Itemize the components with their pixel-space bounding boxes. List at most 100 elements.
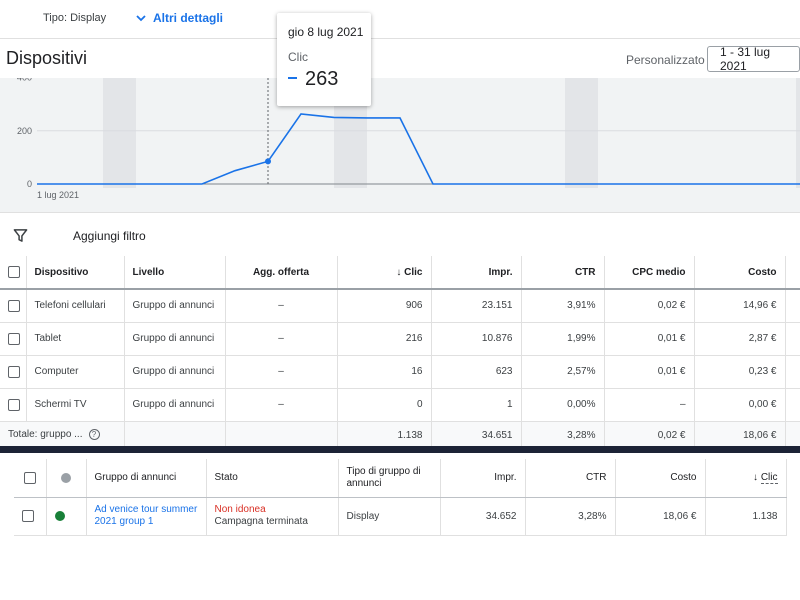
weekend-band: [103, 78, 136, 188]
tooltip-value: 263: [305, 68, 339, 90]
status-not-eligible[interactable]: Non idonea: [214, 504, 266, 515]
chevron-down-icon: [136, 15, 146, 22]
totals-row: Totale: gruppo ...? 1.138 34.651 3,28% 0,02 …: [0, 421, 800, 450]
table-cell: –: [225, 355, 338, 389]
table-cell: –: [225, 322, 338, 356]
adgroup-clic: 1.138: [705, 497, 787, 536]
tooltip-date: gio 8 lug 2021: [288, 25, 364, 39]
date-range-picker[interactable]: 1 - 31 lug 2021: [707, 45, 800, 73]
adgroup-costo: 18,06 €: [615, 497, 706, 536]
col-costo[interactable]: Costo: [615, 459, 706, 498]
table-cell: [124, 421, 226, 450]
add-filter-button[interactable]: Aggiungi filtro: [73, 229, 146, 243]
table-cell: 3,91%: [521, 289, 605, 323]
col-ctr[interactable]: CTR: [525, 459, 616, 498]
sort-down-arrow-icon: ↓: [753, 472, 761, 484]
row-checkbox-cell[interactable]: [0, 388, 27, 422]
more-details-label: Altri dettagli: [153, 11, 224, 25]
status-header-cell: [46, 459, 87, 498]
table-cell: –: [604, 388, 695, 422]
table-row[interactable]: Schermi TV Gruppo di annunci –0 1 0,00% –0,00…: [0, 388, 800, 422]
adgroup-name-link[interactable]: Ad venice tour summer 2021 group 1: [94, 504, 198, 527]
table-cell: 216: [337, 322, 432, 356]
filter-icon[interactable]: [13, 228, 28, 243]
table-cell: 2,87 €: [694, 322, 786, 356]
row-checkbox-cell[interactable]: [0, 322, 27, 356]
table-row[interactable]: Telefoni cellulari Gruppo di annunci –906 2…: [0, 289, 800, 323]
table-cell: [785, 289, 800, 323]
adgroups-table: Gruppo di annunci Stato Tipo di gruppo d…: [14, 459, 787, 536]
table-cell: Tablet: [26, 322, 125, 356]
adgroup-name-cell: Ad venice tour summer 2021 group 1: [86, 497, 207, 536]
top-bar: Tipo: Display Altri dettagli: [0, 0, 800, 38]
checkbox[interactable]: [8, 332, 20, 345]
chart-svg: 400 200 0 1 lug 2021: [17, 78, 800, 200]
table-cell: 0,23 €: [694, 355, 786, 389]
row-checkbox-cell[interactable]: [0, 355, 27, 389]
row-checkbox-cell[interactable]: [0, 289, 27, 323]
table-cell: –: [225, 289, 338, 323]
status-dot-icon: [61, 472, 71, 483]
tooltip-legend-swatch: [288, 77, 297, 79]
col-livello[interactable]: Livello: [124, 256, 226, 290]
more-details-link[interactable]: Altri dettagli: [135, 11, 223, 25]
section-divider: [0, 446, 800, 453]
table-cell: 0,01 €: [604, 322, 695, 356]
col-dispositivo[interactable]: Dispositivo: [26, 256, 125, 290]
clicks-chart[interactable]: 400 200 0 1 lug 2021: [0, 78, 800, 212]
help-icon[interactable]: ?: [88, 429, 100, 441]
enabled-status-dot-icon: [54, 510, 65, 521]
col-ctr[interactable]: CTR: [521, 256, 605, 290]
table-cell: 623: [431, 355, 522, 389]
table-cell: 23.151: [431, 289, 522, 323]
col-impr[interactable]: Impr.: [431, 256, 522, 290]
col-stato[interactable]: Stato: [206, 459, 339, 498]
col-gruppo[interactable]: Gruppo di annunci: [86, 459, 207, 498]
col-cpc[interactable]: CPC medio: [604, 256, 695, 290]
checkbox[interactable]: [8, 365, 20, 378]
table-row[interactable]: Computer Gruppo di annunci –16 623 2,57% 0,01…: [0, 355, 800, 389]
weekend-band: [565, 78, 598, 188]
series-line: [37, 113, 800, 185]
chart-tooltip: gio 8 lug 2021 Clic 263: [277, 13, 371, 106]
col-costo[interactable]: Costo: [694, 256, 786, 290]
table-header-row: Dispositivo Livello Agg. offerta ↓ Clic …: [0, 256, 800, 290]
checkbox[interactable]: [22, 510, 34, 522]
checkbox[interactable]: [8, 266, 20, 278]
row-checkbox-cell[interactable]: [14, 497, 47, 536]
total-ctr: 3,28%: [521, 421, 605, 450]
adgroup-status-cell: Non idonea Campagna terminata: [206, 497, 339, 536]
col-tipo[interactable]: Tipo di gruppo di annunci: [338, 459, 441, 498]
table-cell: [225, 421, 338, 450]
table-cell: 14,96 €: [694, 289, 786, 323]
table-cell: [785, 388, 800, 422]
col-agg-offerta[interactable]: Agg. offerta: [225, 256, 338, 290]
y-tick-label: 200: [17, 126, 32, 136]
table-cell: Telefoni cellulari: [26, 289, 125, 323]
table-cell: 0,00 €: [694, 388, 786, 422]
checkbox[interactable]: [8, 398, 20, 411]
checkbox[interactable]: [8, 299, 20, 312]
select-all-checkbox-cell[interactable]: [14, 459, 47, 498]
table-cell: [785, 421, 800, 450]
table-cell: Gruppo di annunci: [124, 289, 226, 323]
col-clic[interactable]: ↓ Clic: [337, 256, 432, 290]
checkbox[interactable]: [23, 471, 36, 484]
col-impr[interactable]: Impr.: [440, 459, 526, 498]
adgroup-type: Display: [338, 497, 441, 536]
adgroup-impr: 34.652: [440, 497, 526, 536]
x-tick-label: 1 lug 2021: [37, 190, 79, 200]
total-cpc: 0,02 €: [604, 421, 695, 450]
table-cell: Computer: [26, 355, 125, 389]
page-title: Dispositivi: [6, 48, 88, 68]
table-row[interactable]: Ad venice tour summer 2021 group 1 Non i…: [14, 497, 787, 536]
table-cell: 906: [337, 289, 432, 323]
select-all-checkbox-cell[interactable]: [0, 256, 27, 290]
col-clic[interactable]: ↓ Clic: [705, 459, 787, 498]
table-cell: 0,01 €: [604, 355, 695, 389]
table-cell: 0: [337, 388, 432, 422]
sort-down-arrow-icon: ↓: [396, 266, 405, 278]
table-cell: Gruppo di annunci: [124, 388, 226, 422]
table-cell: 1,99%: [521, 322, 605, 356]
table-row[interactable]: Tablet Gruppo di annunci –216 10.876 1,99% 0,…: [0, 322, 800, 356]
